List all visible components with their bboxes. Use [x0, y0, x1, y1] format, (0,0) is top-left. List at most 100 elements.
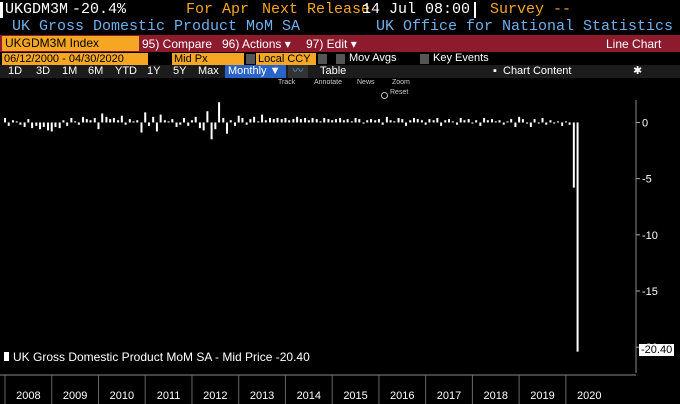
- bar: [23, 122, 26, 127]
- period-button[interactable]: 6M: [88, 65, 104, 77]
- bar: [358, 119, 361, 123]
- bar: [428, 119, 431, 123]
- bar: [7, 122, 10, 126]
- bar: [101, 113, 104, 123]
- compare-button[interactable]: 95) Compare: [142, 37, 213, 51]
- bar: [74, 121, 77, 123]
- date-range[interactable]: 06/12/2000 - 04/30/2020: [2, 53, 148, 65]
- legend-label: UK Gross Domestic Product MoM SA - Mid P…: [13, 350, 310, 364]
- period-button[interactable]: 1D: [8, 65, 23, 77]
- bar: [237, 115, 240, 123]
- x-tick-label: 2011: [157, 390, 181, 402]
- bar: [444, 120, 447, 123]
- x-tick-label: 2010: [110, 390, 134, 402]
- bar: [369, 119, 372, 123]
- chart-icon[interactable]: 〰: [288, 65, 308, 78]
- bar: [117, 120, 120, 123]
- checkbox[interactable]: [420, 54, 429, 64]
- bar: [475, 120, 478, 123]
- period-button[interactable]: 5Y: [173, 65, 187, 77]
- bar: [159, 114, 162, 123]
- bar: [397, 117, 400, 123]
- bar: [155, 122, 158, 132]
- bar: [120, 115, 123, 123]
- frequency[interactable]: Monthly ▼: [225, 65, 286, 78]
- period-button[interactable]: Max: [198, 65, 219, 77]
- bar: [144, 112, 147, 123]
- bar: [389, 120, 392, 123]
- y-tick-label: -10: [642, 230, 658, 242]
- bar: [163, 120, 166, 123]
- bar: [152, 116, 155, 123]
- x-tick-label: 2019: [530, 390, 554, 402]
- bar: [494, 121, 497, 123]
- tool-button[interactable]: Track: [278, 79, 296, 86]
- bar: [377, 119, 380, 123]
- bar: [222, 117, 225, 123]
- bar: [432, 120, 435, 123]
- period-button[interactable]: 1M: [62, 65, 78, 77]
- bar: [112, 117, 115, 123]
- tool-button[interactable]: News: [357, 79, 375, 86]
- bar: [451, 121, 454, 123]
- bar: [39, 122, 42, 130]
- bar: [187, 122, 190, 126]
- bar: [183, 117, 186, 123]
- checkbox[interactable]: [336, 54, 345, 64]
- bar: [62, 120, 65, 123]
- toolbar: [0, 35, 680, 52]
- x-tick-label: 2020: [577, 390, 601, 402]
- table-button[interactable]: Table: [320, 65, 347, 77]
- tool-button[interactable]: Annotate: [314, 79, 343, 86]
- bar: [27, 119, 30, 123]
- bar: [167, 121, 170, 123]
- bar: [564, 121, 567, 123]
- bar: [366, 120, 369, 123]
- bar: [479, 122, 482, 126]
- security-field[interactable]: UKGDM3M Index: [2, 36, 139, 51]
- bar: [486, 120, 489, 123]
- bar: [409, 120, 412, 123]
- bar: [226, 122, 229, 134]
- bar: [269, 117, 272, 123]
- x-tick-label: 2009: [63, 390, 87, 402]
- bar: [194, 116, 197, 123]
- bar: [323, 117, 326, 123]
- bar: [541, 117, 544, 123]
- reset[interactable]: Reset: [390, 89, 409, 96]
- chart-type: Line Chart: [606, 37, 662, 51]
- bar: [510, 119, 513, 123]
- bar: [346, 119, 349, 123]
- bar: [179, 122, 182, 125]
- bar: [147, 122, 150, 126]
- currency-field[interactable]: Local CCY: [256, 53, 316, 65]
- period-button[interactable]: 1Y: [147, 65, 161, 77]
- bar: [272, 119, 275, 123]
- bar: [342, 120, 345, 123]
- change: -20.4%: [72, 1, 127, 18]
- period-button[interactable]: 3D: [36, 65, 51, 77]
- dropdown[interactable]: [318, 54, 327, 64]
- bar: [471, 122, 474, 124]
- bar: [109, 119, 112, 123]
- bar: [374, 120, 377, 123]
- survey: Survey --: [490, 1, 572, 18]
- bar: [19, 122, 22, 125]
- period-button[interactable]: YTD: [115, 65, 137, 77]
- bar: [132, 121, 135, 123]
- edit-button[interactable]: 97) Edit ▾: [306, 37, 357, 51]
- reset-icon[interactable]: [381, 92, 388, 99]
- source: UK Office for National Statistics: [376, 18, 674, 35]
- chart-content-icon[interactable]: ▪: [493, 65, 497, 77]
- settings-icon[interactable]: ✱: [633, 65, 643, 77]
- bar: [459, 117, 462, 123]
- mov-avgs: Mov Avgs: [349, 52, 397, 64]
- bar: [82, 116, 85, 123]
- dropdown[interactable]: [246, 54, 255, 64]
- chart-content[interactable]: Chart Content: [503, 65, 572, 77]
- price-field[interactable]: Mid Px: [172, 53, 244, 65]
- tool-button[interactable]: Zoom: [392, 79, 410, 86]
- actions-button[interactable]: 96) Actions ▾: [222, 37, 291, 51]
- x-tick-label: 2014: [297, 390, 321, 402]
- bar: [463, 120, 466, 123]
